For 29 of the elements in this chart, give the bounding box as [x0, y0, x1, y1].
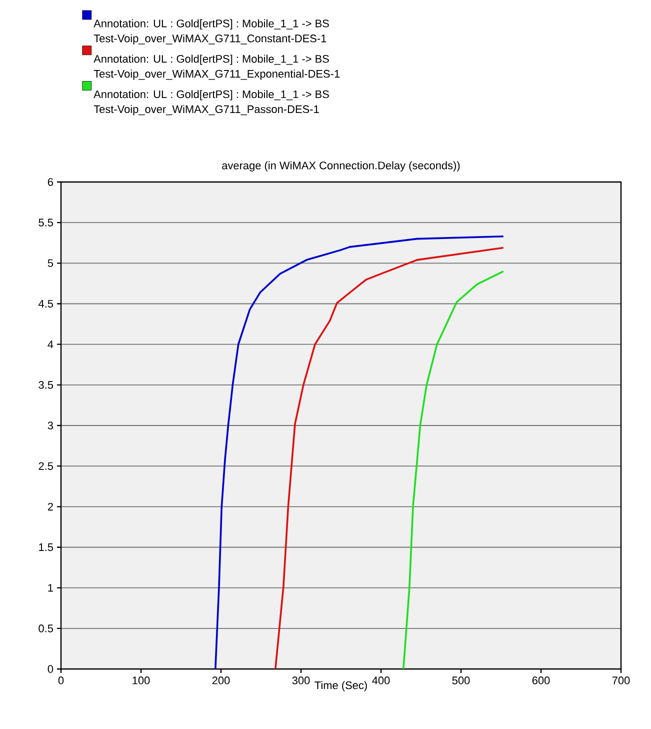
y-tick-label: 5 [48, 259, 54, 267]
x-tick-label: 300 [292, 676, 310, 684]
x-tick-label: 0 [58, 676, 64, 684]
x-tick-label: 100 [132, 676, 150, 684]
y-tick-label: 3.5 [38, 381, 54, 389]
y-tick-label: 0.5 [38, 624, 54, 632]
y-tick-label: 0 [48, 665, 54, 673]
x-tick-label: 600 [532, 676, 550, 684]
y-tick-label: 2 [48, 502, 53, 510]
y-tick-label: 4 [48, 340, 54, 348]
y-tick-label: 2.5 [38, 462, 54, 470]
y-tick-label: 6 [48, 178, 53, 186]
line-series [214, 235, 504, 669]
y-tick-label: 4.5 [38, 300, 54, 308]
y-tick-label: 1 [48, 584, 53, 592]
line-series [274, 246, 504, 669]
x-tick-label: 200 [212, 676, 230, 684]
chart-title: average (in WiMAX Connection.Delay (seconds)) [222, 161, 460, 172]
x-tick-label: 500 [452, 676, 470, 684]
y-tick-label: 3 [48, 422, 53, 430]
x-tick-label: 700 [612, 676, 630, 684]
legend-label: Annotation: UL : Gold[ertPS] : Mobile_1_1 -> BS Test-Voip_over_WiMAX_G711_Constant-DES-1 [94, 19, 329, 44]
x-axis-title: Time (Sec) [314, 681, 367, 692]
y-tick-label: 1.5 [39, 543, 54, 552]
y-tick-label: 5.5 [38, 218, 54, 226]
legend-label: Annotation: UL : Gold[ertPS] : Mobile_1_1 -> BS Test-Voip_over_WiMAX_G711_Exponential-DES-1 [94, 54, 340, 80]
legend-label: Annotation: UL : Gold[ertPS] : Mobile_1_1 -> BS Test-Voip_over_WiMAX_G711_Passon-DES-1 [94, 90, 329, 116]
line-series [402, 270, 504, 669]
x-tick-label: 400 [372, 676, 390, 684]
